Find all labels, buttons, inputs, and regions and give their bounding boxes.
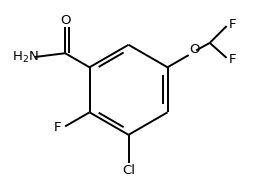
Text: Cl: Cl (122, 164, 135, 177)
Text: F: F (229, 53, 236, 66)
Text: F: F (229, 18, 236, 31)
Text: O: O (189, 43, 200, 56)
Text: H$_2$N: H$_2$N (12, 49, 39, 65)
Text: F: F (54, 121, 61, 134)
Text: O: O (60, 14, 70, 27)
